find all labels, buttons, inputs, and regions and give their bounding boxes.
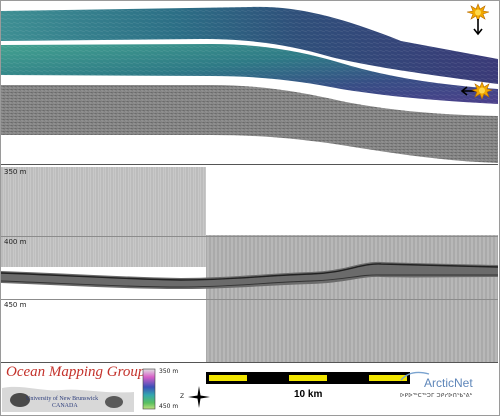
arcticnet-swoosh-icon — [400, 371, 430, 381]
arcticnet-name: ArcticNet — [424, 376, 473, 390]
compass-rose-icon — [188, 386, 210, 408]
vessel-marker-top[interactable] — [466, 3, 490, 37]
vessel-marker-middle[interactable] — [459, 80, 493, 102]
depth-color-legend — [142, 368, 156, 410]
sun-icon — [470, 81, 493, 100]
university-name: University of New Brunswick — [26, 396, 99, 402]
down-arrow-icon — [473, 19, 483, 36]
ocean-mapping-group-logo: Ocean Mapping Group University of New Br… — [2, 364, 145, 412]
grid-line-450 — [1, 299, 498, 300]
subbottom-profile-panel — [1, 167, 498, 362]
arcticnet-logo: ArcticNet ᐅᑭᐅᖅᑕᖅᑐᒥ ᑐᑭᓯᐅᑎᖃᕐᕕᒃ — [400, 370, 496, 412]
legend-min-label: 450 m — [159, 403, 179, 410]
scale-bar — [206, 372, 410, 384]
map-panel — [1, 6, 498, 163]
seafloor-reflector — [1, 261, 498, 289]
ocean-mapping-group-title: Ocean Mapping Group — [6, 364, 146, 380]
footer-divider — [1, 362, 498, 363]
seafloor-relief-graphic — [2, 386, 134, 412]
country-name: CANADA — [52, 403, 78, 409]
grid-line-400 — [1, 236, 498, 237]
echo-block-right — [206, 235, 498, 362]
depth-label-400: 400 m — [4, 238, 27, 246]
sidescan-band — [1, 85, 498, 163]
sun-icon — [466, 3, 490, 22]
scale-bar-label: 10 km — [294, 389, 323, 400]
arcticnet-syllabics: ᐅᑭᐅᖅᑕᖅᑐᒥ ᑐᑭᓯᐅᑎᖃᕐᕕᒃ — [400, 393, 473, 399]
panel-divider — [1, 164, 498, 165]
depth-label-450: 450 m — [4, 301, 27, 309]
north-arrow-label: Z — [180, 393, 185, 400]
legend-max-label: 350 m — [159, 368, 179, 375]
depth-label-350: 350 m — [4, 168, 27, 176]
